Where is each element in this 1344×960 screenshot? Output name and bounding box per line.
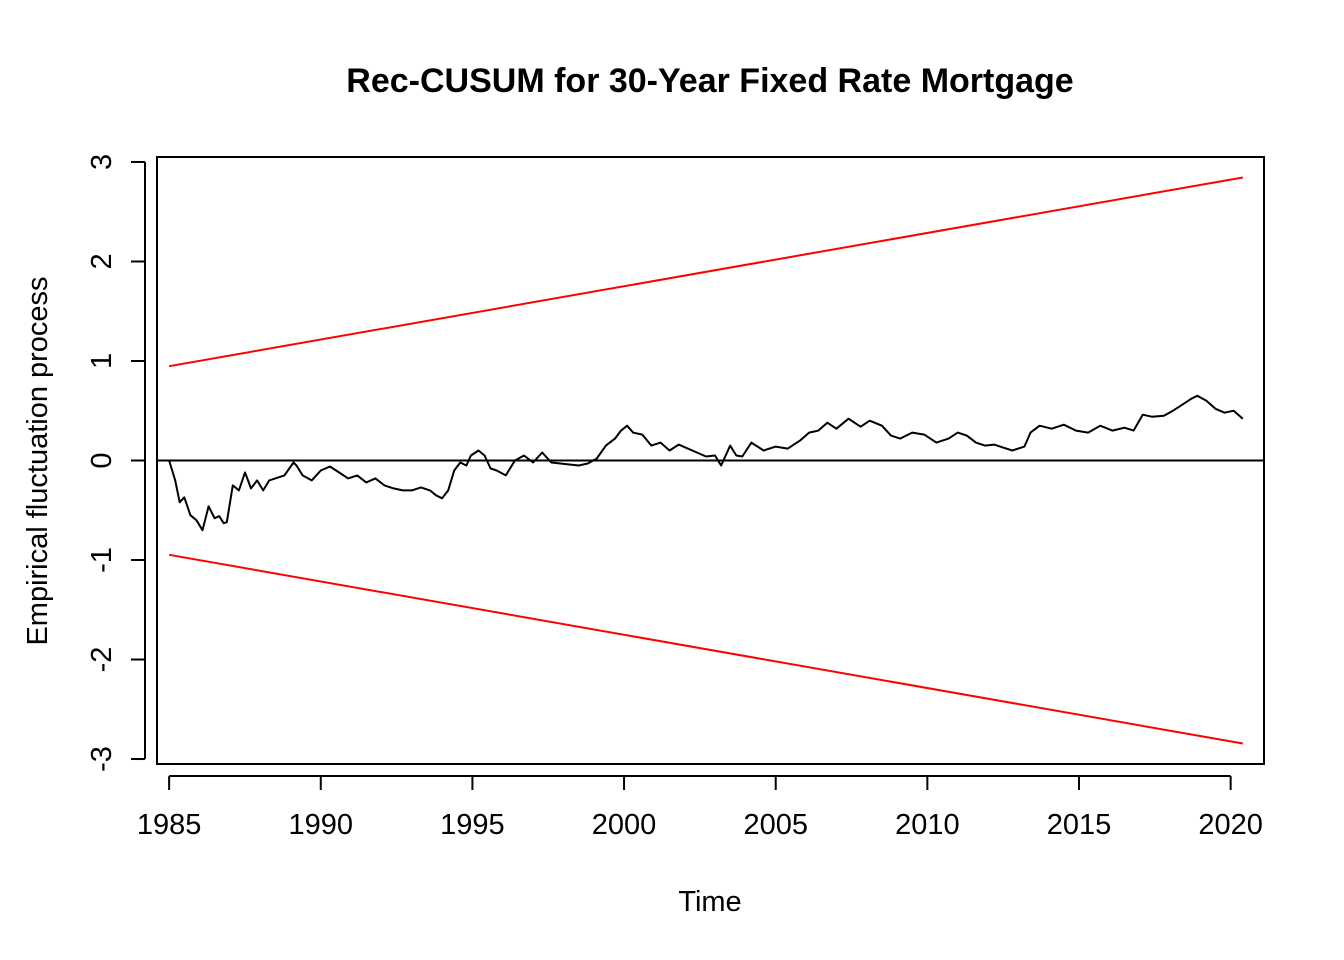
x-tick-label: 2000	[592, 809, 657, 841]
y-tick-label: 3	[86, 154, 118, 170]
lower-boundary-line	[168, 553, 1243, 745]
cusum-process-line	[168, 394, 1244, 532]
y-tick-label: 1	[86, 353, 118, 369]
x-tick-label: 1990	[289, 809, 354, 841]
x-axis-label: Time	[678, 886, 741, 918]
y-tick-label: -1	[86, 547, 118, 573]
x-axis: 1985 1990 1995 2000 2005 2010 2015 2020	[137, 775, 1263, 841]
y-tick-label: 0	[86, 452, 118, 468]
y-axis-label: Empirical fluctuation process	[22, 276, 54, 645]
x-tick-label: 2020	[1198, 809, 1263, 841]
y-tick-label: -3	[86, 746, 118, 772]
plot-area	[157, 176, 1264, 745]
chart-title: Rec-CUSUM for 30-Year Fixed Rate Mortgag…	[346, 62, 1073, 100]
x-tick-label: 1985	[137, 809, 202, 841]
upper-boundary-line	[168, 176, 1243, 368]
x-tick-label: 2015	[1047, 809, 1112, 841]
x-tick-label: 2010	[895, 809, 960, 841]
y-tick-label: -2	[86, 647, 118, 673]
y-axis: -3 -2 -1 0 1 2 3	[86, 154, 146, 772]
x-tick-label: 2005	[743, 809, 808, 841]
x-tick-label: 1995	[440, 809, 505, 841]
y-tick-label: 2	[86, 253, 118, 269]
